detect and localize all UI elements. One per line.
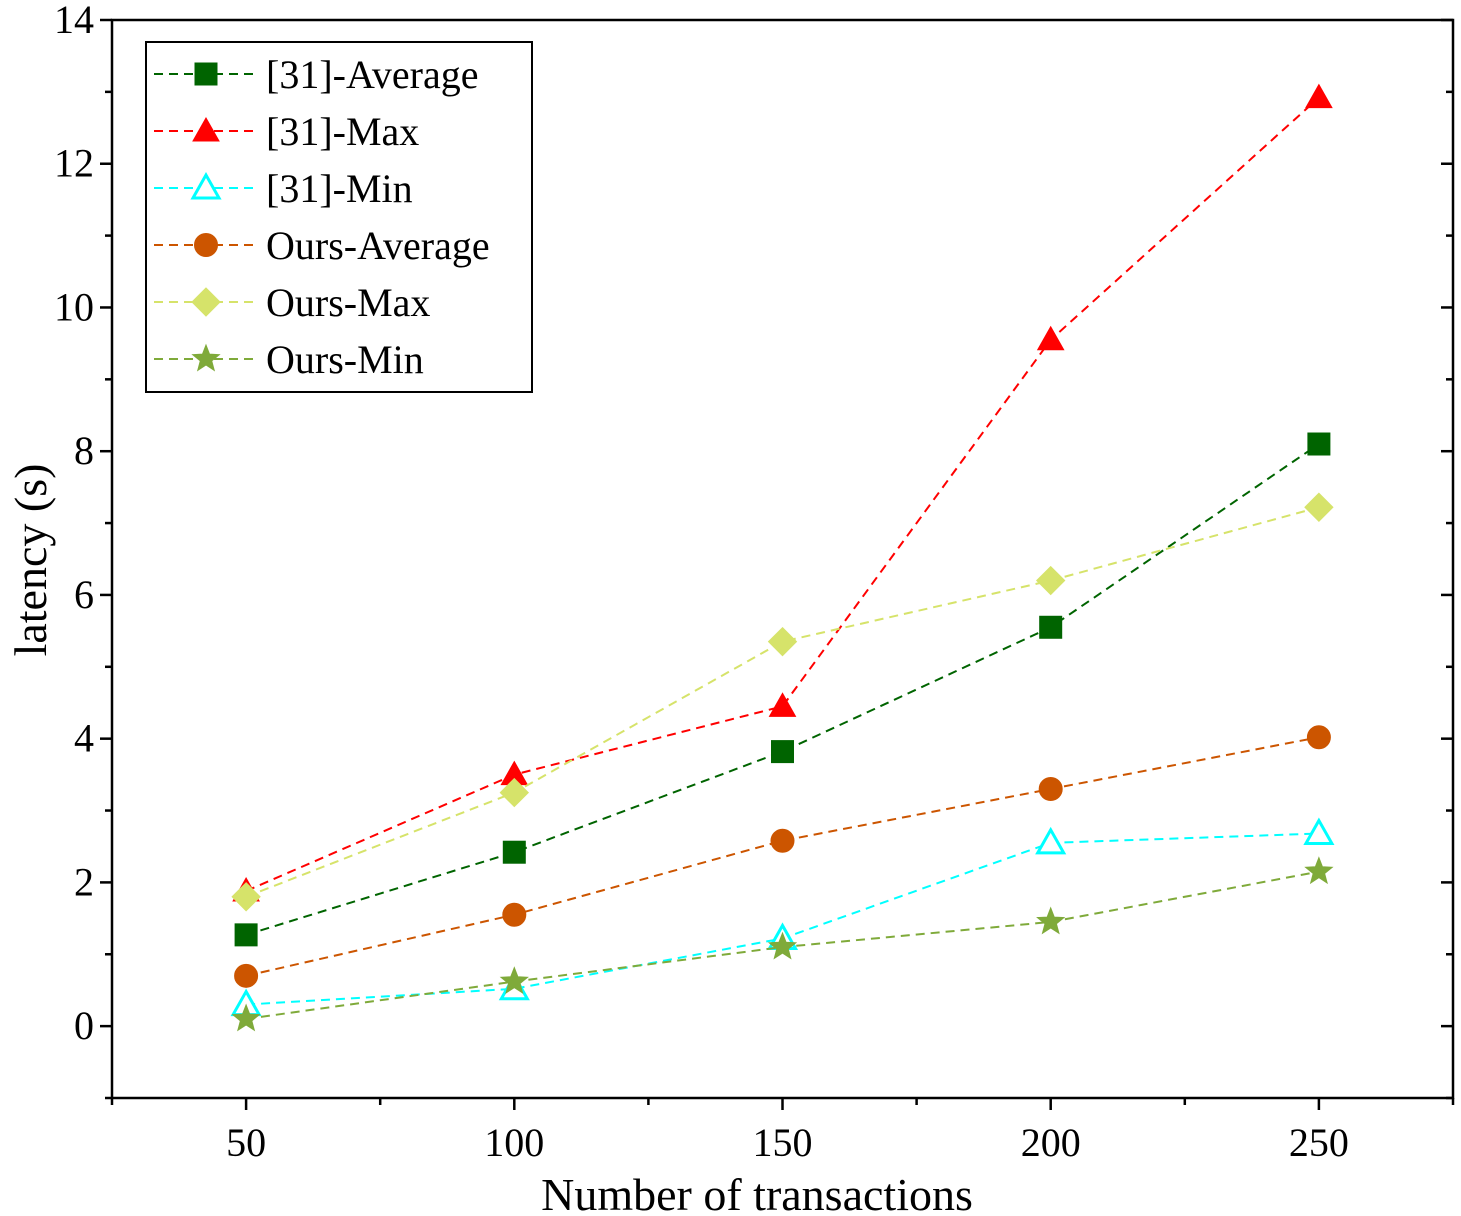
data-point: [771, 740, 794, 764]
legend-marker: [191, 287, 221, 317]
y-tick-label: 0: [74, 1003, 94, 1048]
series-layer: [230, 83, 1335, 1032]
legend-marker: [192, 116, 220, 142]
data-point: [767, 626, 798, 657]
legend-entry: [31]-Min: [154, 166, 413, 211]
data-point: [234, 923, 258, 947]
series-ours-max: [231, 492, 1334, 912]
legend-label: [31]-Min: [266, 166, 413, 211]
axes: 0 2 4 6 8 10 12 14 50 100 150 200 250: [54, 0, 1455, 1165]
data-point: [770, 828, 795, 853]
series-line: [245, 443, 1320, 936]
series-31-average: [234, 432, 1331, 947]
y-tick-label: 6: [74, 572, 94, 617]
series-ours-min: [231, 856, 1334, 1032]
data-point: [234, 963, 259, 988]
legend-entry: Ours-Min: [154, 337, 424, 382]
y-tick-label: 4: [74, 716, 94, 761]
series-line: [246, 832, 1319, 1006]
x-tick-label: 50: [226, 1120, 266, 1165]
data-point: [1307, 432, 1331, 456]
legend-marker: [190, 171, 222, 200]
data-point: [1035, 565, 1066, 596]
series-line: [245, 506, 1320, 898]
data-point: [502, 840, 526, 864]
data-point: [1036, 325, 1065, 351]
data-point: [1304, 492, 1334, 522]
legend-marker: [194, 62, 218, 86]
legend-box: [145, 41, 533, 393]
data-point: [502, 902, 527, 927]
legend-label: Ours-Average: [266, 223, 490, 268]
x-tick-label: 150: [753, 1120, 813, 1165]
data-point: [231, 1003, 261, 1032]
legend-label: [31]-Max: [266, 109, 419, 154]
y-tick-label: 8: [74, 428, 94, 473]
data-point: [499, 777, 530, 808]
data-point: [1303, 817, 1335, 846]
x-tick-label: 100: [484, 1120, 544, 1165]
legend-entry: Ours-Average: [154, 223, 490, 268]
series-ours-average: [234, 725, 1331, 988]
series-line: [245, 96, 1320, 892]
series-line: [245, 736, 1320, 977]
y-tick-label: 10: [54, 284, 94, 329]
legend-marker: [194, 233, 218, 257]
data-point: [1306, 725, 1331, 750]
y-tick-label: 2: [74, 859, 94, 904]
data-point: [1304, 856, 1334, 885]
x-tick-label: 200: [1021, 1120, 1081, 1165]
legend-entry: [31]-Average: [154, 52, 478, 97]
data-point: [768, 692, 797, 717]
x-tick-label: 250: [1289, 1120, 1349, 1165]
legend: [31]-Average [31]-Max [31]-Min Ours-Average…: [145, 41, 533, 393]
data-point: [767, 931, 798, 960]
data-point: [1038, 776, 1063, 801]
data-point: [1305, 83, 1333, 109]
data-point: [231, 882, 261, 912]
legend-label: Ours-Min: [266, 337, 424, 382]
y-tick-label: 14: [54, 0, 94, 42]
data-point: [1036, 906, 1066, 935]
y-tick-label: 12: [54, 141, 94, 186]
data-point: [1039, 615, 1063, 639]
legend-entry: [31]-Max: [154, 109, 419, 154]
x-axis-title: Number of transactions: [541, 1169, 973, 1216]
legend-label: Ours-Max: [266, 280, 430, 325]
data-point: [1035, 826, 1067, 855]
data-point: [499, 966, 529, 995]
legend-label: [31]-Average: [266, 52, 478, 97]
legend-marker: [191, 343, 221, 372]
legend-entry: Ours-Max: [154, 280, 430, 325]
y-axis-title: latency (s): [5, 464, 56, 657]
